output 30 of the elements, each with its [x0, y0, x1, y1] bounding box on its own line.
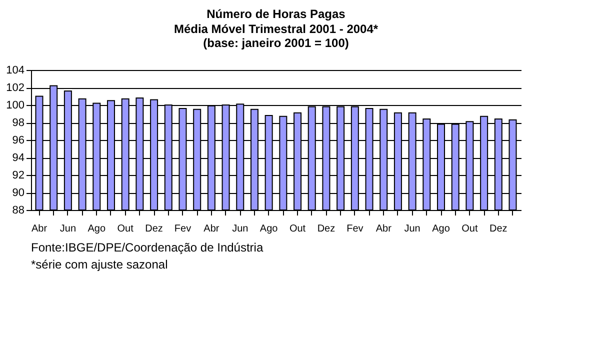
x-tick-label: Fev [174, 224, 192, 234]
text: *série com ajuste sazonal [31, 258, 168, 272]
x-tick-label: Ago [432, 224, 450, 234]
chart-title: Número de Horas Pagas [206, 7, 346, 21]
source-note: Fonte:IBGE/DPE/Coordenação de Indústria [31, 240, 264, 254]
x-tick-label: Out [289, 224, 306, 234]
x-tick-label: Out [117, 224, 134, 234]
y-tick-label: 96 [12, 134, 24, 146]
y-tick-label: 100 [6, 100, 24, 112]
y-tick-label: 92 [12, 170, 24, 182]
x-tick-label: Ago [88, 224, 106, 234]
x-tick-label: Abr [376, 224, 392, 234]
x-tick-label: Dez [145, 224, 163, 234]
y-tick-label: 88 [12, 204, 24, 216]
x-tick-label: Dez [490, 224, 508, 234]
y-tick-label: 90 [12, 187, 24, 199]
y-tick-label: 94 [12, 152, 24, 164]
x-tick-label: Out [462, 224, 478, 234]
chart-subtitle: Média Móvel Trimestral 2001 - 2004* (base: janeiro 2001 = 100) [174, 22, 378, 50]
x-tick-label: Ago [260, 224, 278, 234]
y-tick-label: 102 [6, 82, 24, 94]
x-tick-label: Jun [60, 224, 76, 234]
y-tick-label: 104 [6, 64, 24, 76]
x-tick-label: Dez [317, 224, 336, 234]
x-tick-label: Abr [31, 224, 48, 234]
x-tick-label: Fev [346, 224, 364, 234]
x-tick-label: Jun [232, 224, 248, 234]
y-tick-label: 98 [12, 117, 24, 129]
x-tick-label: Jun [404, 224, 420, 234]
x-tick-label: Abr [204, 224, 220, 234]
